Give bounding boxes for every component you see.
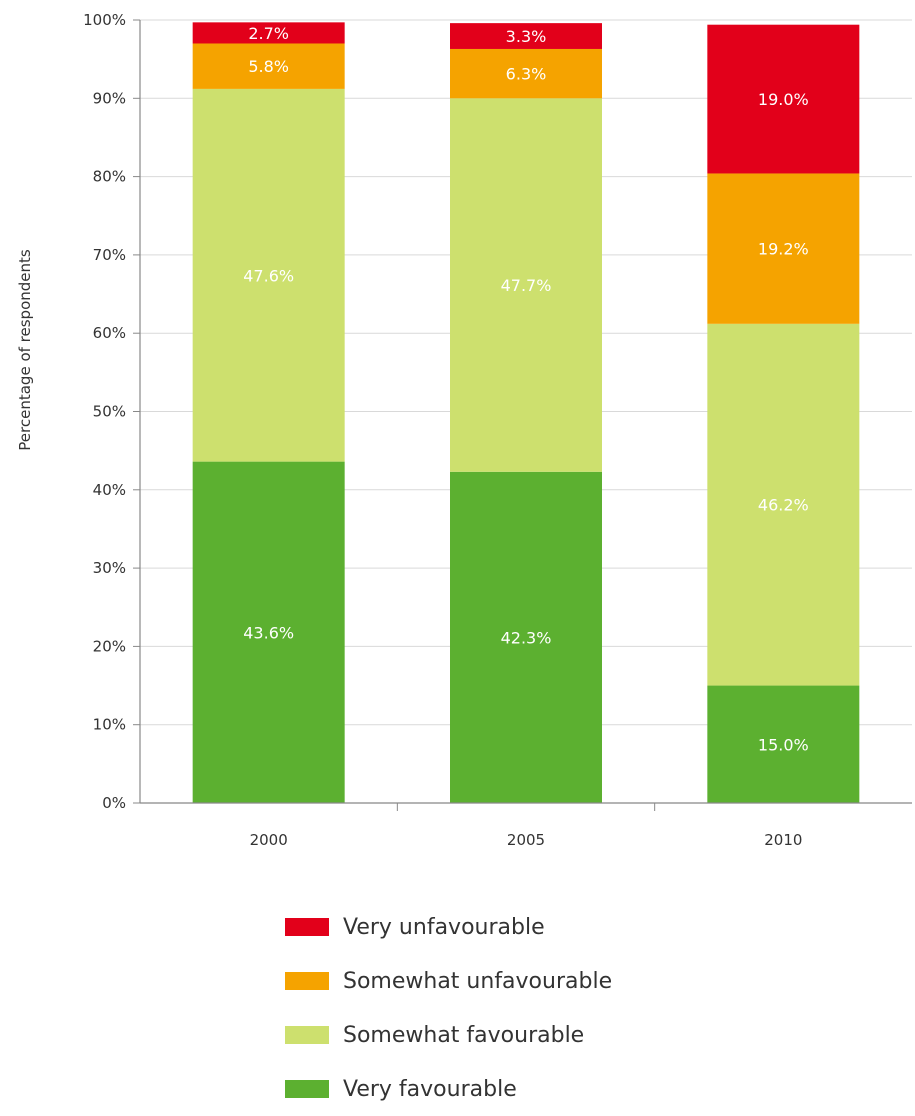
bar-segment xyxy=(707,685,860,803)
bar-segment xyxy=(450,23,602,49)
data-label: 6.3% xyxy=(506,65,547,84)
data-label: 19.2% xyxy=(758,240,809,259)
y-tick-label: 90% xyxy=(93,89,126,107)
legend-label: Very favourable xyxy=(343,1076,517,1102)
legend-label: Somewhat unfavourable xyxy=(343,968,613,994)
legend-item: Very favourable xyxy=(285,1062,612,1116)
data-label: 46.2% xyxy=(758,496,809,515)
bar-segment xyxy=(450,471,602,803)
y-tick-label: 60% xyxy=(93,324,126,342)
data-label: 43.6% xyxy=(243,623,294,642)
bar-segment xyxy=(192,88,345,462)
legend-item: Very unfavourable xyxy=(285,900,612,954)
legend: Very unfavourable Somewhat unfavourable So… xyxy=(285,900,612,1116)
bar-segment xyxy=(450,98,602,472)
data-label: 42.3% xyxy=(501,628,552,647)
legend-swatch xyxy=(285,972,329,990)
y-tick-label: 10% xyxy=(93,716,126,734)
y-tick-label: 30% xyxy=(93,559,126,577)
x-tick-label: 2010 xyxy=(764,831,802,849)
y-tick-label: 40% xyxy=(93,481,126,499)
x-tick-label: 2005 xyxy=(507,831,545,849)
y-tick-label: 20% xyxy=(93,637,126,655)
y-tick-label: 70% xyxy=(93,246,126,264)
legend-swatch xyxy=(285,1080,329,1098)
legend-swatch xyxy=(285,918,329,936)
x-tick-labels: 2000 2005 2010 xyxy=(250,831,803,849)
y-axis-label: Percentage of respondents xyxy=(16,249,34,451)
axes xyxy=(139,20,912,811)
stacked-bar-chart: 43.6% 47.6% 5.8% 2.7% 42.3% 47.7% 6.3% 3.3% 15.0… xyxy=(16,11,912,849)
y-tick-label: 50% xyxy=(93,403,126,421)
bar-segment xyxy=(707,323,860,686)
legend-item: Somewhat favourable xyxy=(285,1008,612,1062)
data-label: 3.3% xyxy=(506,27,547,46)
bar-segment xyxy=(192,22,345,44)
data-label: 5.8% xyxy=(248,57,289,76)
y-tick-label: 80% xyxy=(93,168,126,186)
data-label: 47.7% xyxy=(501,276,552,295)
data-label: 19.0% xyxy=(758,90,809,109)
legend-label: Somewhat favourable xyxy=(343,1022,585,1048)
data-label: 47.6% xyxy=(243,266,294,285)
bar-segment xyxy=(450,48,602,99)
y-tick-labels: 0% 10% 20% 30% 40% 50% 60% 70% 80% 90% 100% xyxy=(83,11,126,812)
x-tick-label: 2000 xyxy=(250,831,288,849)
legend-item: Somewhat unfavourable xyxy=(285,954,612,1008)
bar-segment xyxy=(192,43,345,89)
y-tick-label: 0% xyxy=(102,794,126,812)
y-tick-label: 100% xyxy=(83,11,126,29)
data-label: 2.7% xyxy=(248,24,289,43)
data-label: 15.0% xyxy=(758,735,809,754)
legend-swatch xyxy=(285,1026,329,1044)
bar-segment xyxy=(707,173,860,324)
bar-segment xyxy=(192,461,345,803)
bar-segment xyxy=(707,24,860,174)
bars: 43.6% 47.6% 5.8% 2.7% 42.3% 47.7% 6.3% 3.3% 15.0… xyxy=(192,22,860,803)
legend-label: Very unfavourable xyxy=(343,914,545,940)
